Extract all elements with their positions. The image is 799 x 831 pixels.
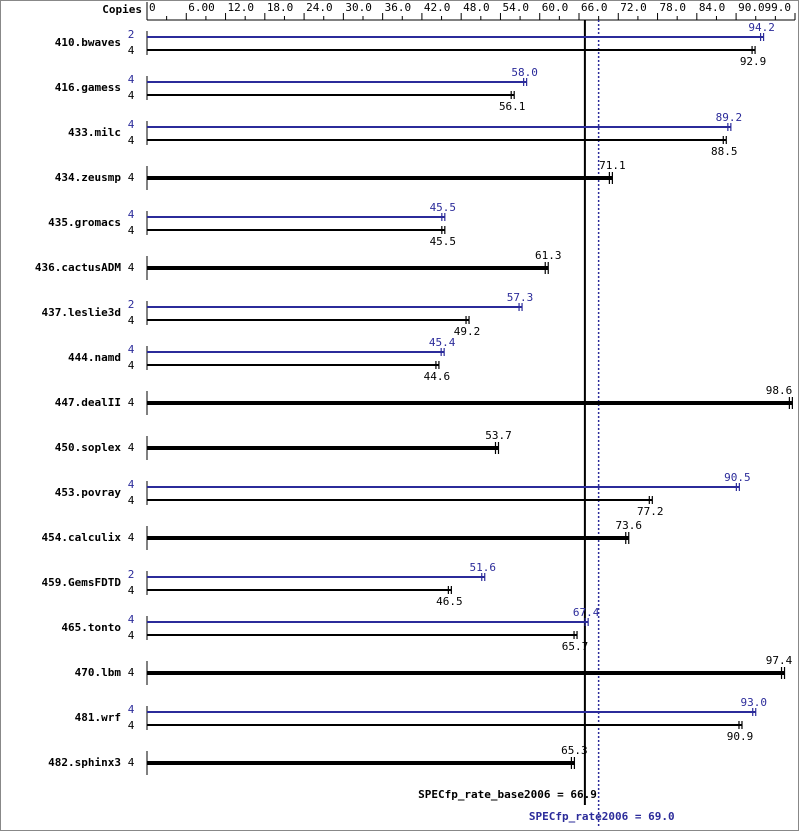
tick-label: 90.0 — [738, 1, 765, 14]
tick-label: 66.0 — [581, 1, 608, 14]
tick-label: 30.0 — [345, 1, 372, 14]
base-value-label: 98.6 — [766, 384, 793, 397]
benchmark-name: 465.tonto — [61, 621, 121, 634]
tick-label: 36.0 — [385, 1, 412, 14]
base-value-label: 45.5 — [430, 235, 457, 248]
base-value-label: 65.7 — [562, 640, 589, 653]
base-copies: 4 — [128, 171, 135, 184]
tick-label: 78.0 — [660, 1, 687, 14]
peak-copies: 4 — [128, 73, 135, 86]
tick-label: 0 — [149, 1, 156, 14]
base-copies: 4 — [128, 359, 135, 372]
benchmark-name: 434.zeusmp — [55, 171, 122, 184]
base-copies: 4 — [128, 756, 135, 769]
base-copies: 4 — [128, 494, 135, 507]
base-copies: 4 — [128, 44, 135, 57]
peak-value-label: 94.2 — [748, 21, 775, 34]
benchmark-name: 450.soplex — [55, 441, 122, 454]
base-copies: 4 — [128, 89, 135, 102]
tick-label: 54.0 — [502, 1, 529, 14]
benchmark-name: 436.cactusADM — [35, 261, 121, 274]
base-value-label: 56.1 — [499, 100, 526, 113]
tick-label: 6.00 — [188, 1, 215, 14]
peak-copies: 4 — [128, 208, 135, 221]
tick-label: 99.0 — [765, 1, 792, 14]
base-copies: 4 — [128, 134, 135, 147]
peak-value-label: 45.5 — [430, 201, 457, 214]
base-copies: 4 — [128, 719, 135, 732]
benchmark-name: 410.bwaves — [55, 36, 121, 49]
base-copies: 4 — [128, 666, 135, 679]
base-copies: 4 — [128, 629, 135, 642]
base-value-label: 88.5 — [711, 145, 738, 158]
peak-value-label: 45.4 — [429, 336, 456, 349]
benchmark-name: 454.calculix — [42, 531, 122, 544]
base-copies: 4 — [128, 396, 135, 409]
peak-value-label: 90.5 — [724, 471, 751, 484]
base-value-label: 53.7 — [485, 429, 512, 442]
base-copies: 4 — [128, 584, 135, 597]
tick-label: 60.0 — [542, 1, 569, 14]
base-value-label: 65.3 — [561, 744, 588, 757]
peak-copies: 2 — [128, 28, 135, 41]
benchmark-name: 433.milc — [68, 126, 121, 139]
axis-label: Copies — [102, 3, 142, 16]
peak-copies: 4 — [128, 613, 135, 626]
benchmark-name: 481.wrf — [75, 711, 121, 724]
benchmark-name: 437.leslie3d — [42, 306, 121, 319]
benchmark-name: 470.lbm — [75, 666, 122, 679]
base-copies: 4 — [128, 224, 135, 237]
base-value-label: 46.5 — [436, 595, 463, 608]
benchmark-name: 447.dealII — [55, 396, 121, 409]
benchmark-name: 435.gromacs — [48, 216, 121, 229]
benchmark-name: 482.sphinx3 — [48, 756, 121, 769]
benchmark-name: 416.gamess — [55, 81, 121, 94]
peak-copies: 2 — [128, 298, 135, 311]
base-value-label: 61.3 — [535, 249, 562, 262]
peak-copies: 4 — [128, 478, 135, 491]
peak-copies: 4 — [128, 703, 135, 716]
benchmark-name: 459.GemsFDTD — [42, 576, 122, 589]
base-copies: 4 — [128, 314, 135, 327]
base-value-label: 49.2 — [454, 325, 481, 338]
base-value-label: 73.6 — [615, 519, 642, 532]
tick-label: 72.0 — [620, 1, 647, 14]
tick-label: 42.0 — [424, 1, 451, 14]
base-value-label: 71.1 — [599, 159, 626, 172]
peak-copies: 4 — [128, 343, 135, 356]
benchmark-name: 453.povray — [55, 486, 122, 499]
base-copies: 4 — [128, 441, 135, 454]
benchmark-name: 444.namd — [68, 351, 121, 364]
tick-label: 84.0 — [699, 1, 726, 14]
peak-value-label: 51.6 — [469, 561, 496, 574]
reference-label: SPECfp_rate2006 = 69.0 — [529, 810, 675, 823]
peak-copies: 2 — [128, 568, 135, 581]
peak-value-label: 93.0 — [740, 696, 767, 709]
base-copies: 4 — [128, 261, 135, 274]
tick-label: 18.0 — [267, 1, 294, 14]
peak-value-label: 57.3 — [507, 291, 534, 304]
base-value-label: 44.6 — [424, 370, 451, 383]
tick-label: 24.0 — [306, 1, 333, 14]
base-value-label: 92.9 — [740, 55, 767, 68]
peak-value-label: 89.2 — [716, 111, 743, 124]
tick-label: 12.0 — [228, 1, 255, 14]
base-copies: 4 — [128, 531, 135, 544]
base-value-label: 77.2 — [637, 505, 664, 518]
base-value-label: 90.9 — [727, 730, 754, 743]
peak-copies: 4 — [128, 118, 135, 131]
tick-label: 48.0 — [463, 1, 490, 14]
peak-value-label: 58.0 — [511, 66, 538, 79]
base-value-label: 97.4 — [766, 654, 793, 667]
reference-label: SPECfp_rate_base2006 = 66.9 — [418, 788, 597, 801]
peak-value-label: 67.4 — [573, 606, 600, 619]
